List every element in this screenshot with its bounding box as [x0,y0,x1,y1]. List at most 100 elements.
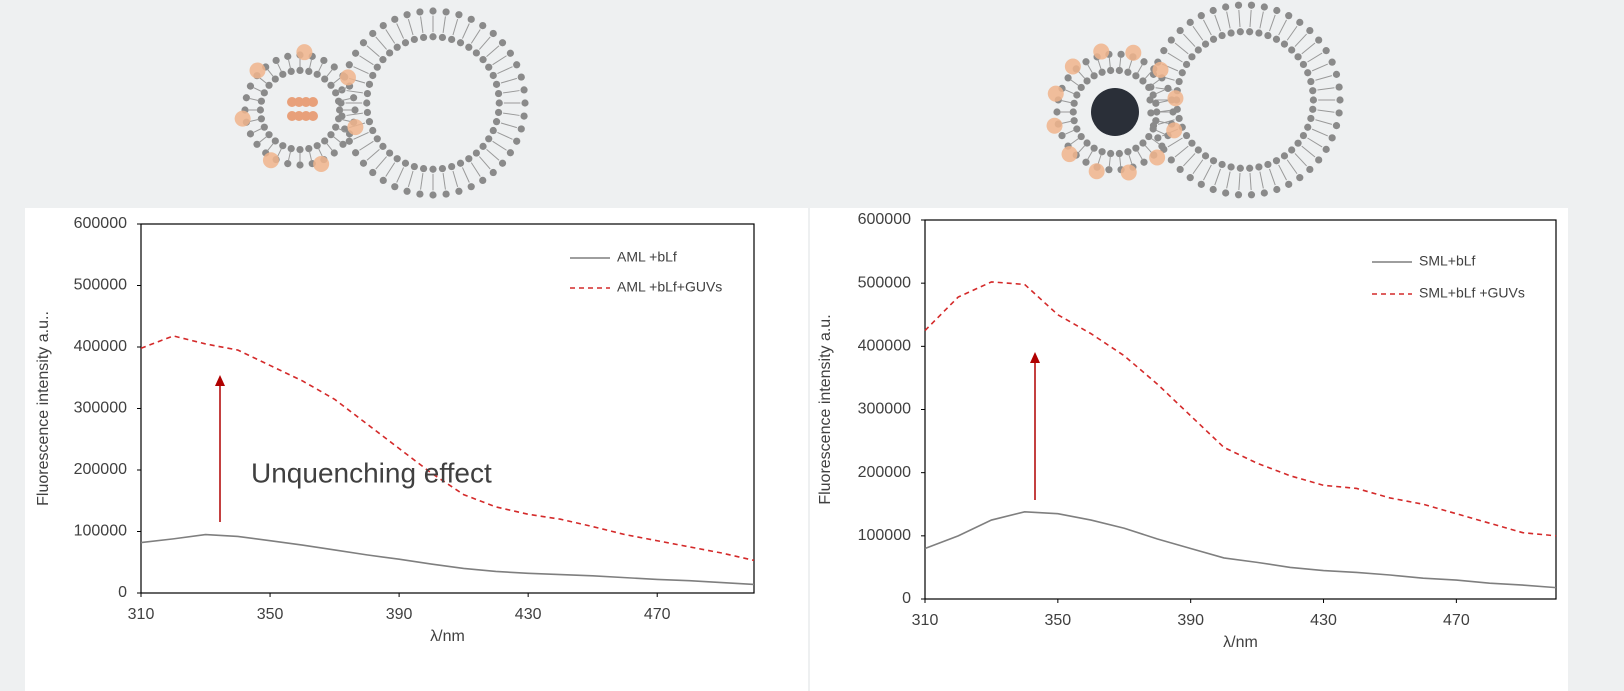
lipid-head [1201,152,1210,160]
lipid-head [494,108,503,117]
protein [308,97,318,107]
protein [1166,122,1183,139]
lipid-head [265,131,273,139]
y-axis-label: Fluorescence intensity a.u. [817,314,834,504]
lipid-tail [1317,87,1335,91]
lipid-head [1294,53,1302,61]
x-tick-label: 390 [386,606,413,623]
lipid-head [1069,108,1077,116]
x-tick-label: 470 [644,606,671,623]
lipid-head [416,8,424,16]
lipid-head [1296,174,1304,182]
x-axis-label: λ/nm [430,628,465,645]
lipid-tail [396,23,405,39]
lipid-tail [1269,14,1276,32]
lipid-head [330,63,338,71]
lipid-head [345,137,353,145]
lipid-head [1247,191,1256,199]
y-tick-label: 100000 [858,527,911,544]
lipid-head [350,94,358,102]
lipid-head [1083,77,1091,85]
lipid-tail [359,55,374,66]
lipid-tail [1307,137,1323,148]
lipid-tail [1064,89,1075,95]
lipid-head [465,43,473,51]
lipid-head [1288,146,1296,154]
lipid-head [1090,144,1098,152]
protein [1125,44,1142,61]
lipid-head [1182,131,1191,140]
lipid-head [403,11,411,19]
lipid-tail [1144,70,1153,80]
arrow-head [1030,352,1040,363]
lipid-head [313,142,321,150]
y-tick-label: 200000 [74,461,127,478]
lipid-tail [503,112,520,116]
lipid-tail [1077,144,1086,154]
lipid-head [1247,1,1256,9]
lipid-head [1124,148,1132,156]
lipid-head [327,81,335,89]
protein [308,111,318,121]
lipid-head [351,106,359,114]
lipid-tail [1192,25,1204,41]
lipid-head [332,123,340,131]
lipid-head [379,22,387,30]
lipid-head [257,115,265,123]
lipid-head [1160,47,1168,55]
lipid-head [260,123,268,131]
lipid-tail [385,29,396,44]
lipid-head [1201,40,1210,48]
lipid-tail [317,62,324,73]
x-tick-label: 350 [257,606,284,623]
lipid-tail [258,136,268,143]
lipid-head [1197,12,1205,20]
lipid-head [1309,87,1317,95]
lipid-head [1309,105,1317,113]
lipid-head [373,135,381,143]
lipid-head [429,7,437,15]
lipid-head [1285,12,1293,20]
lipid-head [359,39,368,47]
lipid-head [1175,114,1183,123]
lipid-head [363,89,372,98]
lipid-head [1140,58,1148,66]
lipid-head [1322,47,1330,55]
lipid-head [513,61,521,69]
lipid-head [410,162,418,171]
lipid-head [506,49,514,57]
y-tick-label: 600000 [858,211,911,228]
lipid-head [520,86,528,94]
protein [1120,164,1137,181]
lipid-head [492,118,501,126]
lipid-head [260,89,268,97]
lipid-head [1209,185,1217,194]
lipid-tail [252,86,263,93]
lipid-tail [1087,64,1094,74]
lipid-tail [479,36,491,50]
lipid-tail [366,149,380,161]
lipid-head [419,33,428,42]
lipid-tail [359,140,374,151]
lipid-head [520,112,528,120]
lipid-head [1107,66,1115,75]
lipid-head [1260,189,1268,197]
lipid-tail [1087,150,1094,160]
lipid-tail [375,156,387,170]
lipid-head [369,168,377,177]
lipid-head [365,118,374,126]
lipid-tail [1167,52,1183,63]
lipid-head [339,140,347,148]
lipid-head [1090,72,1098,80]
lipid-head [455,11,463,19]
arrow-head [215,375,225,386]
x-tick-label: 470 [1443,612,1470,629]
lipid-head [1098,68,1106,76]
lipid-head [456,39,465,47]
lipid-tail [452,170,459,188]
lipid-tail [267,68,274,78]
lipid-head [1288,46,1296,54]
lipid-tail [353,66,369,75]
protein [1152,61,1169,78]
lipid-head [1153,108,1161,116]
